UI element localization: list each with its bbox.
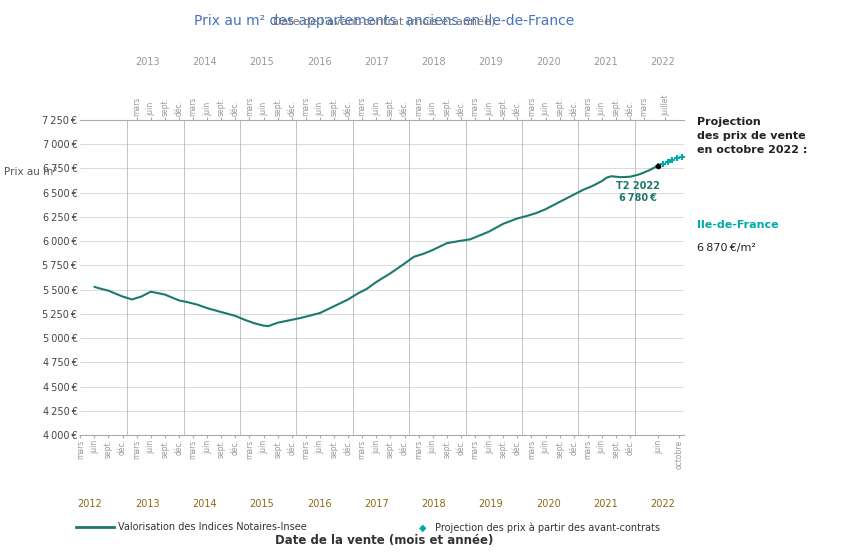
- Text: 2015: 2015: [249, 499, 273, 509]
- Text: Date de l’avant-contrat (mois et année): Date de l’avant-contrat (mois et année): [273, 18, 495, 28]
- Text: 2019: 2019: [478, 57, 502, 67]
- Text: 2020: 2020: [535, 499, 560, 509]
- Text: 2013: 2013: [135, 57, 160, 67]
- Text: Date de la vente (mois et année): Date de la vente (mois et année): [275, 534, 493, 547]
- Text: 2014: 2014: [192, 57, 217, 67]
- Text: 2017: 2017: [364, 57, 388, 67]
- Text: Valorisation des Indices Notaires-Insee: Valorisation des Indices Notaires-Insee: [118, 522, 306, 532]
- Text: Ile-de-France: Ile-de-France: [696, 220, 778, 230]
- Text: 2016: 2016: [306, 499, 331, 509]
- Text: Prix au m² des appartements  anciens en Ile-de-France: Prix au m² des appartements anciens en I…: [194, 14, 574, 28]
- Text: 2014: 2014: [192, 499, 217, 509]
- Text: 2013: 2013: [135, 499, 160, 509]
- Text: ◆: ◆: [419, 522, 425, 532]
- Text: 2015: 2015: [249, 57, 273, 67]
- Text: 2022: 2022: [650, 57, 674, 67]
- Text: 6 870 €/m²: 6 870 €/m²: [696, 243, 755, 253]
- Text: 2019: 2019: [478, 499, 502, 509]
- Text: 2022: 2022: [650, 499, 674, 509]
- Text: 2016: 2016: [306, 57, 331, 67]
- Text: Projection des prix à partir des avant-contrats: Projection des prix à partir des avant-c…: [435, 522, 659, 532]
- Text: T2 2022
6 780 €: T2 2022 6 780 €: [615, 181, 659, 203]
- Text: Prix au m²: Prix au m²: [4, 167, 57, 177]
- Text: 2018: 2018: [421, 57, 446, 67]
- Text: 2017: 2017: [364, 499, 388, 509]
- Text: 2021: 2021: [592, 57, 617, 67]
- Text: 2012: 2012: [78, 499, 102, 509]
- Text: 2018: 2018: [421, 499, 446, 509]
- Text: Projection
des prix de vente
en octobre 2022 :: Projection des prix de vente en octobre …: [696, 117, 807, 155]
- Text: 2021: 2021: [592, 499, 617, 509]
- Text: 2020: 2020: [535, 57, 560, 67]
